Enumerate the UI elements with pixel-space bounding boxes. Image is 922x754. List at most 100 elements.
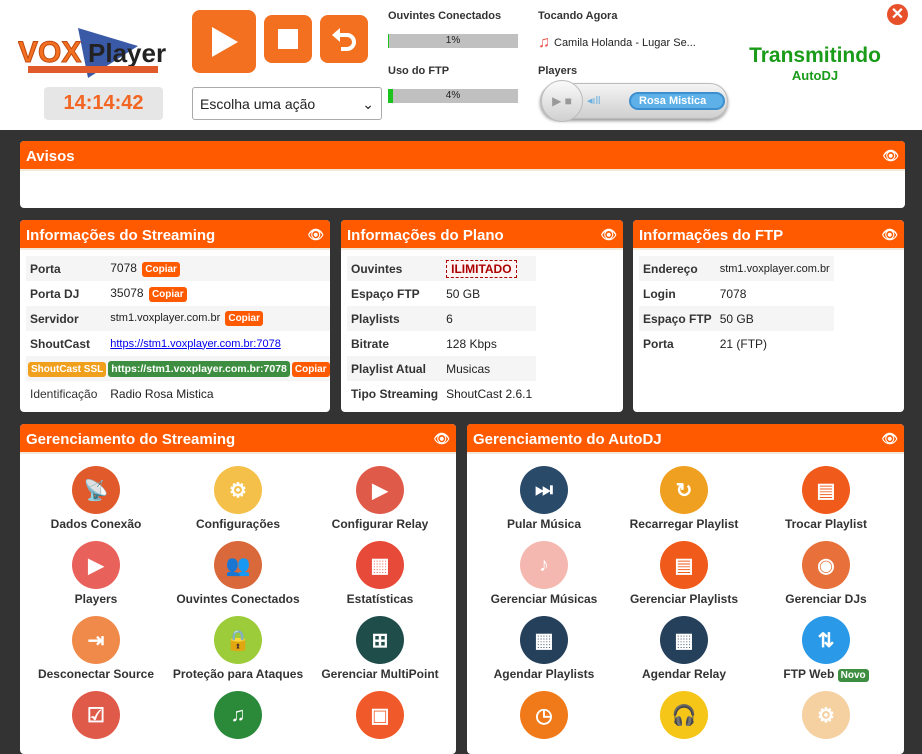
dj-port-value: 35078 [110, 285, 144, 300]
field-value: 6 [442, 306, 537, 331]
field-label: Ouvintes [347, 256, 443, 281]
stop-button[interactable] [264, 15, 312, 63]
eye-icon[interactable]: 👁 [881, 227, 898, 242]
menu-item-gerenciar-multipoint[interactable]: ⊞ Gerenciar MultiPoint [310, 616, 450, 681]
menu-item-dados-conex-o[interactable]: 📡 Dados Conexão [26, 466, 166, 531]
listeners-progress: 1% [388, 34, 518, 48]
menu-item-label: Configurar Relay [331, 517, 429, 531]
chart-icon: ▦ [356, 541, 404, 589]
menu-item-prote-o-para-ataques[interactable]: 🔒 Proteção para Ataques [168, 616, 308, 681]
ftp-server-icon: ⇅ [802, 616, 850, 664]
copy-server-button[interactable]: Copiar [225, 311, 264, 326]
field-label: Espaço FTP [351, 286, 420, 301]
menu-item-gerenciar-djs[interactable]: ◉ Gerenciar DJs [756, 541, 896, 606]
menu-item-item[interactable]: ▣ [310, 691, 450, 742]
menu-item-label: Configurações [195, 517, 280, 531]
calendar-clock-icon: ▦ [660, 616, 708, 664]
field-label: Playlist Atual [347, 356, 443, 381]
calendar-clock-icon: ▦ [520, 616, 568, 664]
autodj-management-panel: Gerenciamento do AutoDJ 👁 ⏭ Pular Música ↻ R… [467, 424, 904, 754]
value-text: 7078 [719, 286, 747, 301]
menu-item-label: Dados Conexão [50, 517, 142, 531]
clock: 14:14:42 [44, 87, 163, 120]
menu-item-ouvintes-conectados[interactable]: 👥 Ouvintes Conectados [168, 541, 308, 606]
close-icon[interactable]: ✕ [887, 4, 908, 25]
field-label: Porta DJ [30, 286, 80, 301]
field-value: ILIMITADO [442, 256, 537, 281]
menu-item-agendar-relay[interactable]: ▦ Agendar Relay [614, 616, 754, 681]
undo-icon [332, 28, 356, 51]
checklist-icon: ☑ [72, 691, 120, 739]
now-playing-label: Tocando Agora [538, 10, 618, 22]
action-select[interactable]: Escolha uma ação ⌄ [192, 87, 382, 120]
shoutcast-link[interactable]: https://stm1.voxplayer.com.br:7078 [110, 337, 281, 350]
shield-lock-icon: 🔒 [214, 616, 262, 664]
player-icon: ▶ [72, 541, 120, 589]
menu-item-item[interactable]: 🎧 [614, 691, 754, 742]
eye-icon[interactable]: 👁 [307, 227, 324, 242]
settings-doc-icon: ⚙ [802, 691, 850, 739]
play-button[interactable] [192, 10, 256, 73]
menu-item-configura-es[interactable]: ⚙ Configurações [168, 466, 308, 531]
value-text: 50 GB [719, 311, 754, 326]
menu-item-label: Estatísticas [346, 592, 414, 606]
field-value: 7078 [716, 281, 834, 306]
copy-ssl-button[interactable]: Copiar [291, 361, 330, 377]
menu-item-recarregar-playlist[interactable]: ↻ Recarregar Playlist [614, 466, 754, 531]
mini-player[interactable]: ▶ ■ ◂ıll Rosa Mistica [540, 80, 728, 122]
volume-icon[interactable]: ◂ıll [587, 95, 601, 107]
streaming-info-panel: Informações do Streaming 👁 Porta 7078 Copi… [20, 220, 330, 412]
copy-dj-port-button[interactable]: Copiar [148, 286, 187, 302]
server-value: stm1.voxplayer.com.br [110, 312, 221, 324]
top-header: VOX Player 14:14:42 Escolha uma ação ⌄ Ou… [0, 0, 922, 130]
menu-item-trocar-playlist[interactable]: ▤ Trocar Playlist [756, 466, 896, 531]
eye-icon[interactable]: 👁 [600, 227, 617, 242]
exit-door-icon: ⇥ [72, 616, 120, 664]
value-text: stm1.voxplayer.com.br [719, 262, 830, 275]
player-play-button[interactable]: ▶ ■ [541, 80, 583, 122]
menu-item-label: Ouvintes Conectados [176, 592, 300, 606]
streaming-management-panel: Gerenciamento do Streaming 👁 📡 Dados Conex… [20, 424, 456, 754]
restart-button[interactable] [320, 15, 368, 63]
menu-item-players[interactable]: ▶ Players [26, 541, 166, 606]
menu-item-desconectar-source[interactable]: ⇥ Desconectar Source [26, 616, 166, 681]
panel-title: Informações do FTP [639, 227, 784, 244]
menu-item-item[interactable]: ◷ [474, 691, 614, 742]
player-station: Rosa Mistica [629, 92, 725, 110]
eye-icon[interactable]: 👁 [433, 431, 450, 446]
field-value: stm1.voxplayer.com.br [715, 256, 834, 281]
field-label: Endereço [639, 256, 716, 281]
reload-playlist-icon: ↻ [660, 466, 708, 514]
play-icon [212, 26, 238, 57]
swap-playlist-icon: ▤ [802, 466, 850, 514]
eye-icon[interactable]: 👁 [881, 431, 898, 446]
field-label: Identificação [30, 386, 98, 401]
menu-item-estat-sticas[interactable]: ▦ Estatísticas [310, 541, 450, 606]
menu-item-gerenciar-m-sicas[interactable]: ♪ Gerenciar Músicas [474, 541, 614, 606]
menu-item-configurar-relay[interactable]: ▶ Configurar Relay [310, 466, 450, 531]
ftp-usage-label: Uso do FTP [388, 65, 450, 77]
mp3-icon: ♫ [214, 691, 262, 739]
menu-item-item[interactable]: ⚙ [756, 691, 896, 742]
menu-item-label: Agendar Relay [641, 667, 727, 681]
action-select-value: Escolha uma ação [200, 96, 316, 112]
menu-item-item[interactable]: ♫ [168, 691, 308, 742]
copy-port-button[interactable]: Copiar [142, 261, 180, 277]
eye-icon[interactable]: 👁 [882, 148, 899, 163]
field-value: 50 GB [442, 281, 536, 306]
field-label: Playlists [347, 306, 443, 331]
menu-item-item[interactable]: ☑ [26, 691, 166, 742]
status-sub: AutoDJ [791, 68, 839, 83]
menu-item-gerenciar-playlists[interactable]: ▤ Gerenciar Playlists [614, 541, 754, 606]
menu-item-label: Players [74, 592, 118, 606]
field-label: Bitrate [351, 336, 390, 351]
shoutcast-ssl-label: ShoutCast SSL [28, 361, 107, 377]
menu-item-agendar-playlists[interactable]: ▦ Agendar Playlists [474, 616, 614, 681]
menu-item-label: Gerenciar Músicas [490, 592, 598, 606]
shoutcast-ssl-url: https://stm1.voxplayer.com.br:7078 [108, 360, 290, 377]
listeners-pct: 1% [445, 35, 461, 46]
menu-item-pular-m-sica[interactable]: ⏭ Pular Música [474, 466, 614, 531]
value-text: 6 [446, 311, 453, 326]
menu-item-ftp-web[interactable]: ⇅ FTP Web Novo [756, 616, 896, 682]
users-icon: 👥 [214, 541, 262, 589]
